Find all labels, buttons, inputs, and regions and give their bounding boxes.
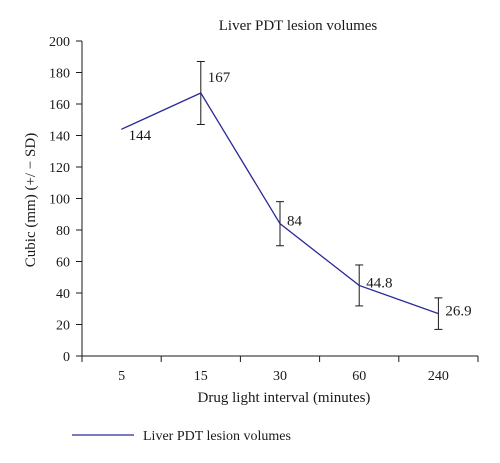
x-tick-label: 5 [118,369,125,384]
y-tick-label: 140 [49,130,70,145]
y-tick-label: 0 [63,350,70,365]
chart-title: Liver PDT lesion volumes [219,18,378,34]
y-tick-label: 40 [56,287,70,302]
data-label: 144 [129,128,152,144]
y-tick-label: 20 [56,319,70,334]
x-axis-label: Drug light interval (minutes) [198,390,371,406]
data-point [200,92,202,94]
y-tick-label: 60 [56,256,70,271]
legend: Liver PDT lesion volumes [72,429,291,444]
data-point [358,284,360,286]
series-group: 144 167 84 44.8 26.9 [121,60,472,330]
legend-label: Liver PDT lesion volumes [143,429,291,444]
x-ticks: 5 15 30 60 240 [81,356,479,384]
x-tick-label: 30 [273,369,287,384]
x-tick-label: 60 [352,369,366,384]
data-label: 167 [208,70,231,86]
data-point [437,313,439,315]
y-tick-label: 180 [49,67,70,82]
data-point [121,128,123,130]
y-ticks: 0 20 40 60 80 100 120 140 160 180 200 [49,35,82,365]
data-point [279,223,281,225]
data-label: 84 [287,214,303,230]
y-tick-label: 80 [56,224,70,239]
y-tick-label: 200 [49,35,70,50]
data-label: 44.8 [366,275,392,291]
x-tick-label: 240 [428,369,449,384]
y-tick-label: 160 [49,98,70,113]
y-tick-label: 120 [49,161,70,176]
y-axis-label: Cubic (mm) (+/ − SD) [23,133,39,267]
y-tick-label: 100 [49,193,70,208]
x-tick-label: 15 [194,369,208,384]
data-label: 26.9 [445,304,471,320]
